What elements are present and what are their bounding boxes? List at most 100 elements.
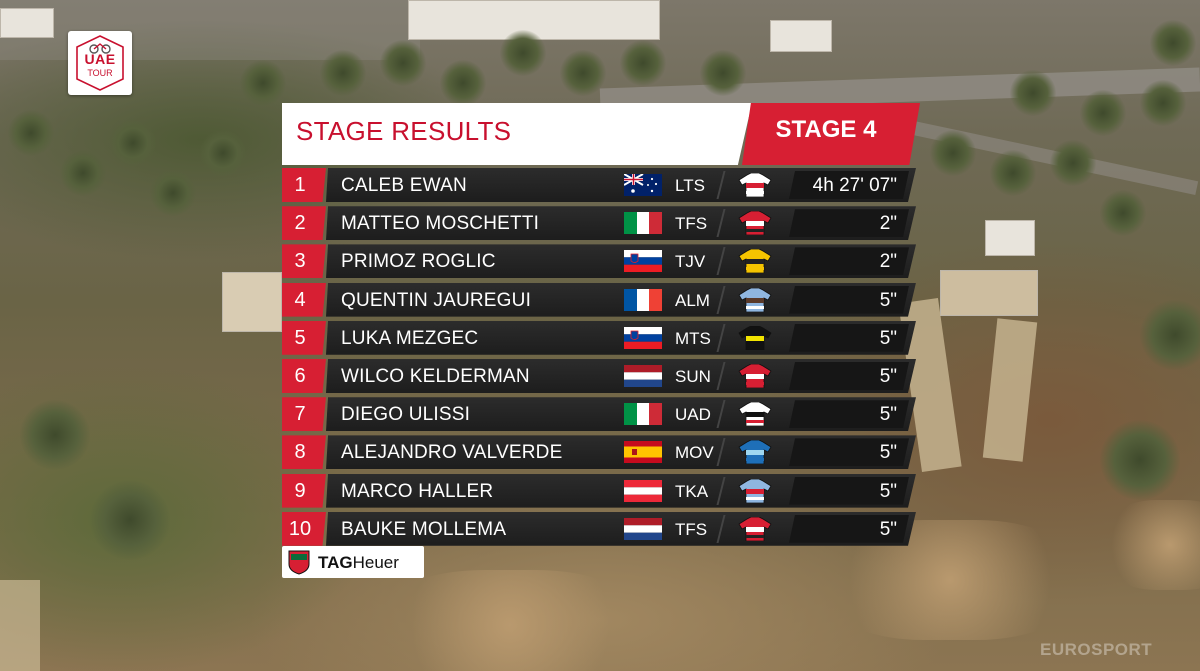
team-code: ALM — [675, 290, 710, 310]
rider-time: 5" — [879, 327, 897, 349]
position-number: 6 — [294, 365, 306, 387]
result-row: 7 DIEGO ULISSI UAD 5" — [282, 397, 922, 432]
rider-name: DIEGO ULISSI — [341, 404, 471, 426]
palm-tree — [700, 50, 746, 96]
position-number: 3 — [294, 250, 306, 273]
time-background — [789, 515, 909, 543]
austria-flag-icon — [624, 479, 662, 502]
rider-time: 5" — [879, 289, 897, 311]
time-background — [789, 362, 909, 390]
position-badge: 5 — [282, 320, 326, 355]
sponsor-name: TAGHeuer — [318, 553, 399, 572]
broadcaster-watermark: EUROSPORT — [1040, 640, 1153, 659]
team-code: UAD — [675, 405, 711, 425]
time-background — [789, 247, 909, 275]
tag-heuer-shield-icon — [288, 550, 310, 575]
palm-tree — [1100, 190, 1146, 236]
header-title-panel — [282, 103, 752, 165]
rider-time: 2" — [879, 251, 897, 273]
palm-tree — [8, 110, 54, 156]
position-badge: 4 — [282, 282, 326, 317]
team-code: LTS — [675, 176, 705, 195]
rider-name: MARCO HALLER — [341, 480, 494, 502]
palm-tree — [1080, 90, 1126, 136]
rider-time: 5" — [879, 404, 897, 426]
walkway — [982, 318, 1038, 462]
team-jersey-icon — [737, 363, 773, 389]
rider-time: 4h 27' 07" — [812, 175, 897, 196]
team-jersey-icon — [737, 287, 773, 312]
result-row: 5 LUKA MEZGEC MTS 5" — [282, 320, 922, 355]
team-code: TJV — [675, 252, 706, 272]
rider-time: 5" — [879, 442, 897, 464]
result-row: 8 ALEJANDRO VALVERDE MOV 5" — [282, 435, 922, 470]
palm-tree — [990, 150, 1036, 196]
building — [940, 270, 1038, 316]
slovenia-flag-icon — [624, 326, 662, 349]
team-jersey-icon — [737, 248, 773, 274]
time-background — [789, 438, 909, 466]
team-jersey-icon — [737, 325, 773, 351]
rider-name: CALEB EWAN — [341, 175, 467, 196]
walkway — [0, 580, 40, 671]
rider-time: 5" — [879, 366, 897, 387]
palm-tree — [930, 130, 976, 176]
palm-tree — [620, 40, 666, 86]
rider-name: MATTEO MOSCHETTI — [341, 213, 540, 235]
team-code: TFS — [675, 519, 708, 539]
team-jersey-icon — [737, 439, 773, 465]
cyclist-icon — [76, 35, 124, 91]
palm-tree — [1140, 300, 1200, 370]
position-badge: 3 — [282, 244, 326, 279]
palm-tree — [380, 40, 426, 86]
netherlands-flag-icon — [624, 517, 662, 540]
position-badge: 10 — [282, 511, 326, 546]
time-background — [789, 171, 909, 199]
position-number: 10 — [288, 517, 312, 540]
position-number: 8 — [294, 441, 306, 464]
spain-flag-icon — [624, 441, 662, 464]
result-row: 4 QUENTIN JAUREGUI ALM 5" — [282, 282, 922, 317]
position-number: 7 — [294, 403, 306, 426]
team-jersey-icon — [737, 210, 773, 236]
stage-label: STAGE 4 — [775, 116, 877, 143]
position-badge: 8 — [282, 435, 326, 470]
palm-tree — [560, 50, 606, 96]
palm-tree — [150, 170, 196, 216]
palm-tree — [1100, 420, 1180, 500]
palm-tree — [20, 400, 90, 470]
building — [985, 220, 1035, 256]
palm-tree — [60, 150, 106, 196]
slovenia-flag-icon — [624, 250, 662, 273]
result-row: 3 PRIMOZ ROGLIC TJV 2" — [282, 244, 922, 279]
rider-name: LUKA MEZGEC — [341, 327, 479, 349]
palm-tree — [1050, 140, 1096, 186]
result-row: 1 CALEB EWAN LTS 4h 27' 07" — [282, 168, 922, 202]
palm-tree — [90, 480, 170, 560]
france-flag-icon — [624, 288, 662, 311]
palm-tree — [1150, 20, 1196, 66]
palm-tree — [110, 120, 156, 166]
rider-name: BAUKE MOLLEMA — [341, 518, 507, 540]
rider-time: 5" — [879, 480, 897, 502]
time-background — [789, 286, 909, 314]
logo-text-tour: TOUR — [87, 68, 113, 78]
rider-name: WILCO KELDERMAN — [341, 366, 530, 387]
italy-flag-icon — [624, 403, 662, 426]
italy-flag-icon — [624, 212, 662, 235]
time-background — [789, 400, 909, 428]
position-number: 2 — [294, 212, 306, 235]
building — [222, 272, 282, 332]
rock-outcrop — [1100, 500, 1200, 590]
team-jersey-icon — [737, 478, 773, 503]
australia-flag-icon — [624, 174, 662, 196]
position-number: 9 — [294, 479, 306, 502]
rider-name: PRIMOZ ROGLIC — [341, 251, 496, 273]
rider-name: ALEJANDRO VALVERDE — [341, 442, 563, 464]
rock-outcrop — [380, 570, 640, 671]
palm-tree — [1140, 80, 1186, 126]
road — [0, 0, 420, 60]
team-jersey-icon — [737, 516, 773, 542]
result-row: 2 MATTEO MOSCHETTI TFS 2" — [282, 206, 922, 241]
building — [770, 20, 832, 52]
